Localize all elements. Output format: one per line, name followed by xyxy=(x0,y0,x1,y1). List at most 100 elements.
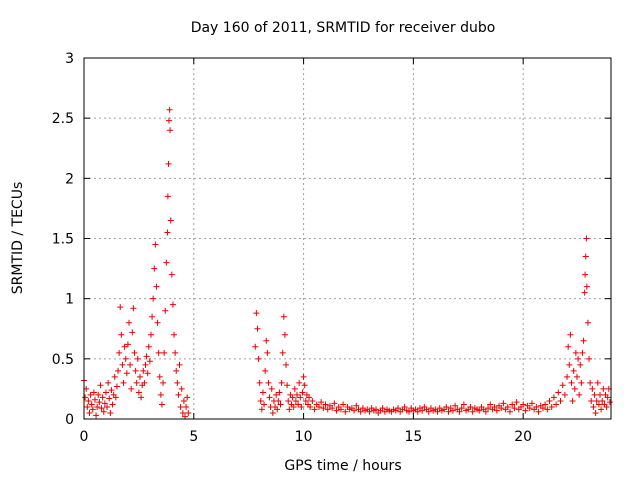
data-point xyxy=(184,394,191,401)
data-point xyxy=(263,337,270,344)
data-point xyxy=(555,389,562,396)
data-point xyxy=(279,349,286,356)
data-point xyxy=(600,385,607,392)
data-point xyxy=(522,407,529,414)
data-point xyxy=(458,405,465,412)
data-point xyxy=(443,403,450,410)
data-point xyxy=(286,406,293,413)
data-point xyxy=(130,305,137,312)
data-point xyxy=(121,343,128,350)
data-point xyxy=(123,370,130,377)
data-point xyxy=(142,361,149,368)
data-point xyxy=(120,379,127,386)
data-point xyxy=(528,400,535,407)
data-point xyxy=(269,409,276,416)
data-point xyxy=(145,343,152,350)
data-point xyxy=(582,253,589,260)
data-point xyxy=(581,289,588,296)
data-point xyxy=(306,394,313,401)
data-point xyxy=(151,265,158,272)
data-point xyxy=(111,373,118,380)
x-tick-label: 5 xyxy=(189,429,198,445)
data-point xyxy=(275,397,282,404)
data-point xyxy=(535,408,542,415)
data-point xyxy=(582,271,589,278)
data-point xyxy=(167,127,174,134)
data-point xyxy=(557,397,564,404)
y-tick-label: 1.5 xyxy=(52,232,74,248)
data-point xyxy=(542,401,549,408)
data-point xyxy=(180,397,187,404)
data-point xyxy=(482,408,489,415)
data-point xyxy=(112,394,119,401)
data-point xyxy=(88,401,95,408)
data-point xyxy=(107,409,114,416)
data-point xyxy=(179,409,186,416)
data-point xyxy=(586,355,593,362)
data-point xyxy=(595,401,602,408)
data-point xyxy=(86,409,93,416)
data-point xyxy=(90,389,97,396)
data-point xyxy=(144,370,151,377)
data-point xyxy=(568,379,575,386)
data-point xyxy=(257,397,264,404)
y-tick-label: 0.5 xyxy=(52,352,74,368)
data-point xyxy=(333,407,340,414)
data-point xyxy=(85,397,92,404)
data-point xyxy=(546,397,553,404)
data-point xyxy=(266,394,273,401)
data-point xyxy=(172,349,179,356)
plot-frame xyxy=(83,57,612,420)
data-point xyxy=(84,403,91,410)
data-point xyxy=(498,405,505,412)
data-point xyxy=(162,307,169,314)
data-points xyxy=(81,106,613,420)
tick-labels: 0 0.5 1 1.5 2 2.5 3 0 5 10 15 20 xyxy=(52,51,532,445)
data-point xyxy=(277,401,284,408)
data-point xyxy=(109,401,116,408)
data-point xyxy=(169,301,176,308)
data-point xyxy=(168,271,175,278)
data-point xyxy=(104,403,111,410)
data-point xyxy=(116,349,123,356)
data-point xyxy=(167,217,174,224)
data-point xyxy=(539,405,546,412)
data-point xyxy=(520,401,527,408)
y-tick-label: 2 xyxy=(65,171,74,187)
data-point xyxy=(550,394,557,401)
data-point xyxy=(97,382,104,389)
x-tick-label: 15 xyxy=(404,429,422,445)
data-point xyxy=(583,283,590,290)
x-tick-label: 0 xyxy=(80,429,89,445)
data-point xyxy=(146,358,153,365)
data-point xyxy=(278,379,285,386)
data-point xyxy=(509,401,516,408)
data-point xyxy=(281,331,288,338)
data-point xyxy=(460,401,467,408)
data-point xyxy=(553,401,560,408)
data-point xyxy=(101,400,108,407)
data-point xyxy=(106,395,113,402)
data-point xyxy=(158,401,165,408)
data-point xyxy=(485,405,492,412)
data-point xyxy=(255,355,262,362)
data-point xyxy=(566,361,573,368)
data-point xyxy=(571,385,578,392)
data-point xyxy=(301,382,308,389)
data-point xyxy=(177,403,184,410)
data-point xyxy=(147,331,154,338)
data-point xyxy=(570,367,577,374)
data-point xyxy=(173,367,180,374)
data-point xyxy=(456,408,463,415)
data-point xyxy=(337,406,344,413)
x-tick-label: 20 xyxy=(514,429,532,445)
data-point xyxy=(449,407,456,414)
data-point xyxy=(366,408,373,415)
data-point xyxy=(134,355,141,362)
data-point xyxy=(285,397,292,404)
data-point xyxy=(113,383,120,390)
y-axis-label: SRMTID / TECUs xyxy=(10,182,26,295)
data-point xyxy=(284,382,291,389)
data-point xyxy=(307,403,314,410)
